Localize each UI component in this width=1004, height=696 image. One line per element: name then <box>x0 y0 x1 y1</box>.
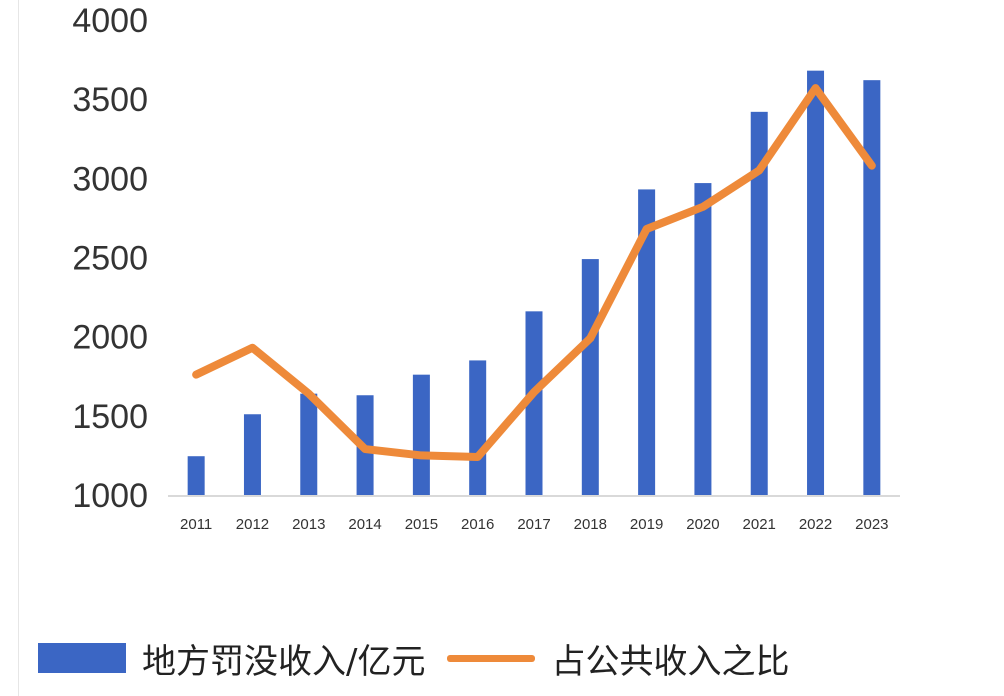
x-tick-label: 2023 <box>855 516 888 533</box>
legend-swatch-bar <box>38 643 126 673</box>
y-tick-label: 3500 <box>72 81 148 119</box>
y-tick-label: 2500 <box>72 240 148 278</box>
bar <box>243 414 261 495</box>
x-axis: 2011 2012 2013 2014 2015 2016 2017 2018 2019 2020… <box>168 495 900 533</box>
line-point <box>420 454 422 456</box>
line-series <box>192 84 876 461</box>
line-point <box>815 87 817 89</box>
x-tick-label: 2019 <box>630 516 663 533</box>
bar <box>638 189 656 495</box>
x-tick-label: 2020 <box>686 516 719 533</box>
left-border <box>18 0 19 696</box>
bar <box>807 70 825 496</box>
bar-series <box>187 70 881 496</box>
x-tick-label: 2011 <box>180 516 212 533</box>
x-tick-label: 2013 <box>292 516 325 533</box>
legend: 地方罚没收入/亿元 占公共收入之比 <box>38 630 811 686</box>
line-point <box>251 347 253 349</box>
y-tick-label: 1000 <box>72 477 148 515</box>
bar <box>525 311 543 495</box>
bar <box>863 80 881 496</box>
y-tick-label: 4000 <box>72 2 148 40</box>
line-point <box>477 456 479 458</box>
line-point <box>364 448 366 450</box>
legend-swatch-line <box>447 654 536 662</box>
line-point <box>871 165 873 167</box>
x-tick-label: 2018 <box>574 516 607 533</box>
x-tick-label: 2016 <box>461 516 494 533</box>
line-point <box>308 393 310 395</box>
legend-label-line: 占公共收入之比 <box>551 641 790 682</box>
y-tick-label: 3000 <box>72 160 148 198</box>
x-tick-label: 2012 <box>236 516 269 533</box>
bar <box>187 456 205 495</box>
line-point <box>646 228 648 230</box>
legend-label-bar: 地方罚没收入/亿元 <box>142 641 426 682</box>
bar <box>694 183 712 496</box>
bar <box>581 259 599 495</box>
line-point <box>589 337 591 339</box>
bar <box>750 111 768 495</box>
x-tick-label: 2015 <box>405 516 438 533</box>
line-point <box>533 391 535 393</box>
x-tick-label: 2021 <box>743 516 776 533</box>
legend-item-bar: 地方罚没收入/亿元 <box>38 634 425 683</box>
bar <box>300 393 318 495</box>
legend-item-line: 占公共收入之比 <box>447 634 789 683</box>
y-axis: 1000 1500 2000 2500 3000 3500 4000 <box>72 2 148 515</box>
x-tick-label: 2014 <box>348 516 381 533</box>
line-point <box>702 206 704 208</box>
line-point <box>758 169 760 171</box>
x-tick-label: 2022 <box>799 516 832 533</box>
x-tick-label: 2017 <box>517 516 550 533</box>
y-tick-label: 2000 <box>72 319 148 357</box>
line-point <box>195 374 197 376</box>
bar <box>412 374 430 495</box>
y-tick-label: 1500 <box>72 398 148 436</box>
bar <box>469 360 487 495</box>
